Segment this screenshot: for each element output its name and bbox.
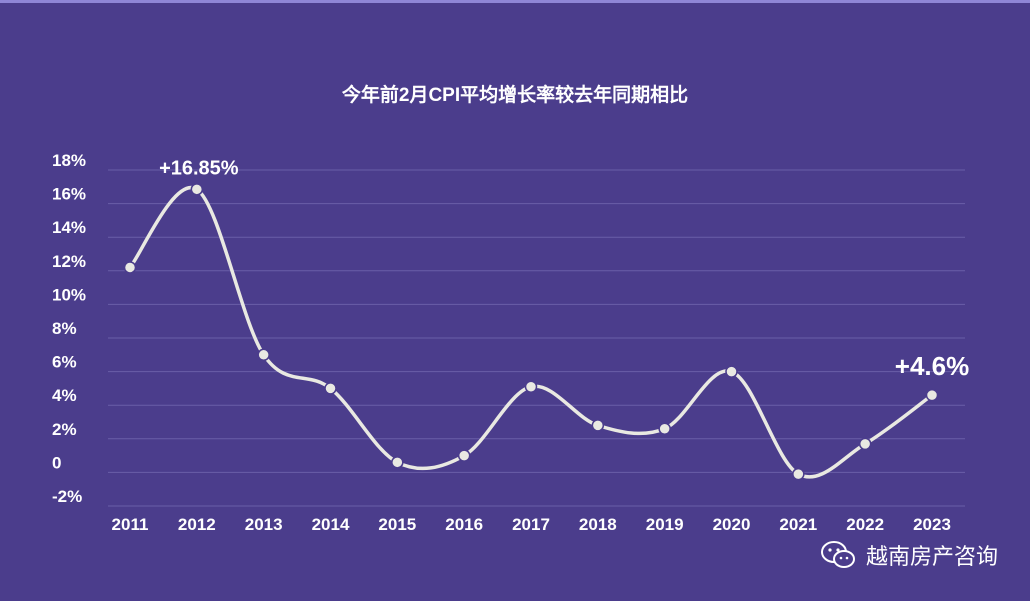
x-tick-label: 2021 — [779, 515, 817, 534]
y-tick-label: 14% — [52, 218, 86, 237]
x-tick-label: 2018 — [579, 515, 617, 534]
x-tick-label: 2012 — [178, 515, 216, 534]
y-tick-label: 10% — [52, 285, 86, 304]
chart-title: 今年前2月CPI平均增长率较去年同期相比 — [341, 83, 688, 106]
x-tick-label: 2013 — [245, 515, 283, 534]
y-tick-label: 4% — [52, 386, 77, 405]
y-tick-label: 6% — [52, 353, 77, 372]
data-point-2014 — [324, 382, 337, 395]
watermark-text: 越南房产咨询 — [865, 544, 998, 569]
annotations: +16.85% +4.6% — [159, 157, 969, 381]
annotation-2012: +16.85% — [159, 157, 239, 179]
y-tick-label: 8% — [52, 319, 77, 338]
data-point-2016 — [457, 449, 471, 462]
data-point-2019 — [658, 422, 671, 435]
y-tick-label: 18% — [52, 151, 86, 170]
x-axis-ticks: 2011 2012 2013 2014 2015 2016 2017 2018 2019 2020… — [112, 515, 951, 534]
x-tick-label: 2022 — [846, 515, 884, 534]
y-tick-label: 16% — [52, 185, 86, 204]
y-tick-label: 0 — [52, 453, 61, 472]
wechat-icon — [820, 541, 855, 568]
x-tick-label: 2017 — [512, 515, 550, 534]
data-point-2018 — [591, 419, 605, 432]
data-point-2015 — [391, 456, 404, 469]
data-point-2020 — [725, 365, 738, 378]
watermark: 越南房产咨询 — [820, 539, 998, 571]
y-tick-label: -2% — [52, 487, 82, 506]
series-line — [128, 185, 934, 479]
x-tick-label: 2011 — [112, 515, 149, 534]
data-point-2013 — [257, 348, 270, 362]
annotation-2023: +4.6% — [895, 351, 969, 381]
x-tick-label: 2019 — [646, 515, 684, 534]
data-point-2022 — [858, 437, 872, 451]
data-points — [123, 183, 939, 481]
data-point-2011 — [123, 261, 137, 274]
gridlines — [108, 169, 965, 507]
y-tick-label: 2% — [52, 420, 77, 439]
x-tick-label: 2023 — [913, 515, 951, 534]
x-tick-label: 2020 — [713, 515, 751, 534]
data-point-2017 — [524, 380, 538, 393]
y-axis-ticks: 18% 16% 14% 12% 10% 8% 6% 4% 2% 0 -2% — [52, 151, 86, 506]
data-point-2012 — [190, 183, 204, 196]
data-point-2021 — [792, 467, 805, 481]
x-tick-label: 2016 — [445, 515, 483, 534]
x-tick-label: 2015 — [378, 515, 416, 534]
data-point-2023 — [925, 388, 939, 402]
top-border — [0, 0, 1030, 3]
y-tick-label: 12% — [52, 252, 86, 271]
x-tick-label: 2014 — [312, 515, 350, 534]
